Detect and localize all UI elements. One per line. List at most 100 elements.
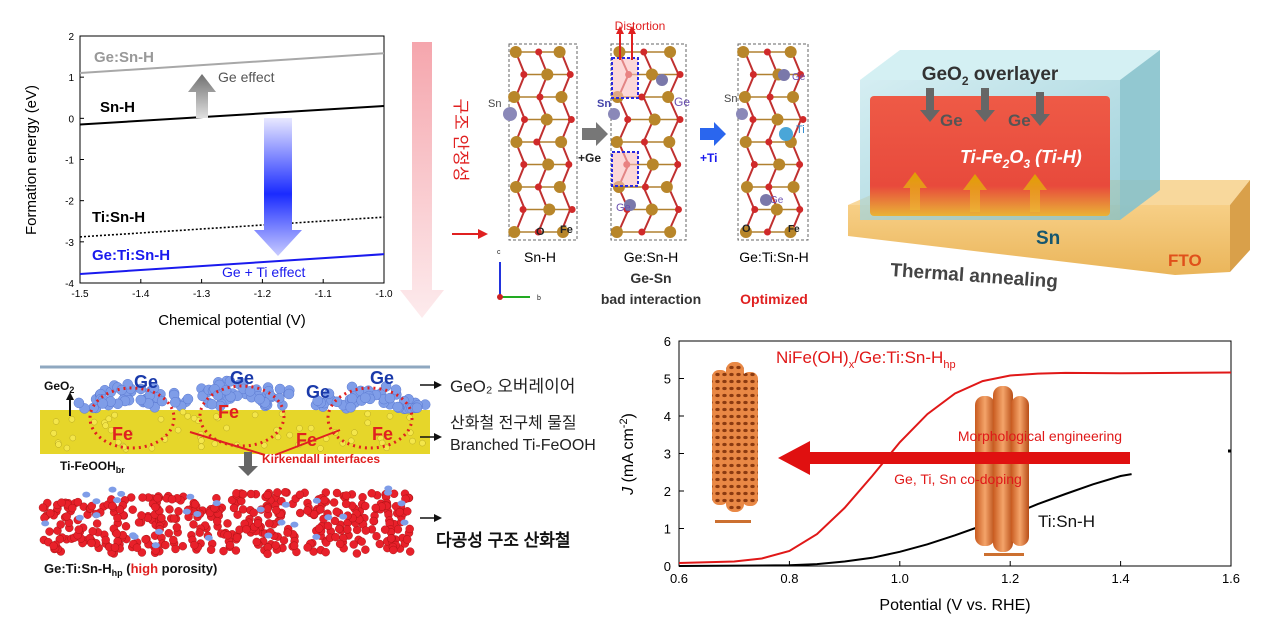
glass-side (1120, 50, 1160, 220)
feooh-sphere (378, 439, 386, 447)
o-atom (763, 48, 771, 56)
fto-substrate (848, 205, 1230, 275)
kirkendall-line-1 (189, 431, 266, 456)
jv-x-tick-label-1: 0.8 (780, 571, 798, 586)
fe2o3-sphere (367, 489, 376, 498)
red-series-label: NiFe(OH)x/Ge:Ti:Sn-Hhp (776, 348, 956, 371)
jv-y-tick-label-0: 0 (664, 559, 671, 574)
jv-x-axis-title: Potential (V vs. RHE) (879, 597, 1030, 614)
fe-domain-2 (198, 384, 286, 448)
x-tick-label-1: -1.4 (132, 289, 150, 300)
fe2o3-sphere (263, 504, 272, 513)
fe-atom (540, 113, 553, 126)
fe2o3-sphere (238, 490, 248, 499)
ti-fe2o3-film (870, 96, 1110, 216)
feooh-sphere (90, 418, 98, 426)
sn-arrow-1 (903, 172, 927, 210)
fe2o3-sphere (101, 535, 110, 545)
y-tick-label-2: 0 (68, 114, 74, 125)
fe-atom (510, 136, 523, 148)
plus-ge-label: +Ge (578, 151, 601, 165)
fe2o3-sphere (315, 524, 324, 533)
caption-ge-ti-sn-h: Ge:Ti:Sn-H (739, 249, 809, 265)
fe2o3-sphere (190, 500, 200, 509)
fe2o3-sphere (174, 507, 183, 516)
jv-ticks: 0.6 0.8 1.0 1.2 1.4 1.6 0 1 2 3 4 5 6 (664, 334, 1240, 586)
o-atom (674, 161, 682, 168)
feooh-sphere (102, 422, 109, 429)
feooh-sphere (307, 424, 315, 432)
precursor-kor-label: 산화철 전구체 물질 (450, 414, 577, 432)
geo2-kor-label: GeO₂ 오버레이어 (450, 377, 575, 396)
o-atom (520, 71, 528, 78)
geo2-sphere (274, 392, 285, 404)
distortion-box-1 (611, 57, 639, 99)
geo2-dot (212, 500, 221, 507)
film-sn-label: Sn (1036, 228, 1060, 249)
caption-ge-sn: Ge-Sn (630, 270, 671, 286)
scale-bar-2 (984, 553, 1024, 556)
morph-fe-2: Fe (218, 402, 239, 422)
final-label: Ge:Ti:Sn-Hhp (high porosity) (44, 561, 217, 578)
fe2o3-sphere (141, 535, 150, 544)
ge-arrow-1 (920, 88, 940, 122)
feooh-sphere (63, 444, 71, 452)
pointer-head-1 (434, 381, 442, 389)
geo2-dot (290, 521, 299, 528)
o-atom (568, 206, 576, 213)
x-tick-label-3: -1.2 (254, 289, 272, 300)
fe-atom (509, 46, 522, 58)
geo2-sphere (73, 397, 85, 409)
fe-atom (770, 203, 783, 216)
smooth-rod-3 (1011, 396, 1029, 546)
feooh-sphere (364, 419, 371, 427)
o-atom (796, 161, 804, 168)
o-atom (749, 116, 757, 123)
fe2o3-sphere (223, 531, 232, 540)
o-atom (640, 48, 648, 56)
cell-ge-ti-sn-h (737, 43, 809, 241)
fe2o3-sphere (172, 523, 182, 532)
fe2o3-sphere (405, 524, 414, 534)
fe2o3-sphere (157, 513, 166, 523)
ge-arrow-2 (975, 88, 995, 122)
feooh-sphere (111, 411, 118, 419)
o-atom (676, 71, 684, 78)
fe2o3-sphere (169, 535, 178, 545)
geo2-dot (117, 490, 126, 497)
x-tick-label-0: -1.5 (71, 289, 89, 300)
fe2o3-sphere (380, 525, 390, 534)
fto-side (1230, 180, 1250, 272)
tifeooh-label: Ti-FeOOHbr (60, 459, 125, 475)
y-axis-title: Formation energy (eV) (23, 85, 40, 235)
fe2o3-sphere (290, 541, 299, 550)
fe2o3-sphere (56, 520, 65, 529)
morphology-schematic: Ge Ge Ge Ge Fe Fe Fe Fe GeO2 Ti-FeOOHbr … (38, 365, 596, 578)
feooh-sphere (419, 439, 426, 447)
fe2o3-sphere (151, 502, 160, 512)
fe2o3-sphere (403, 507, 412, 516)
series-label-ge-ti-sn-h: Ge:Ti:Sn-H (92, 247, 170, 264)
geo2-sphere (244, 386, 256, 397)
plus-ti-arrow (700, 122, 726, 146)
porous-network (38, 485, 415, 559)
fe2o3-sphere (329, 498, 339, 507)
fe2o3-sphere (169, 514, 179, 523)
fe2o3-sphere (303, 543, 312, 552)
o-atom (676, 116, 684, 123)
fe2o3-sphere (358, 493, 367, 502)
geo2-dot (256, 506, 265, 513)
morph-geo2-label: GeO2 (44, 379, 74, 395)
engineering-arrow (778, 441, 1130, 475)
series-label-ti-sn-h: Ti:Sn-H (92, 209, 145, 226)
fe2o3-sphere (113, 513, 122, 523)
geo2-dot (155, 528, 163, 535)
fe-domains (88, 384, 414, 450)
o-atom (521, 116, 529, 123)
jv-chart: 0.6 0.8 1.0 1.2 1.4 1.6 0 1 2 3 4 5 6 Morphological … (618, 334, 1240, 614)
caption-bad-interaction: bad interaction (601, 291, 701, 307)
o-atom (763, 228, 771, 236)
fe-atom (648, 113, 661, 126)
fe2o3-sphere (389, 545, 398, 555)
o-atom (750, 161, 758, 168)
